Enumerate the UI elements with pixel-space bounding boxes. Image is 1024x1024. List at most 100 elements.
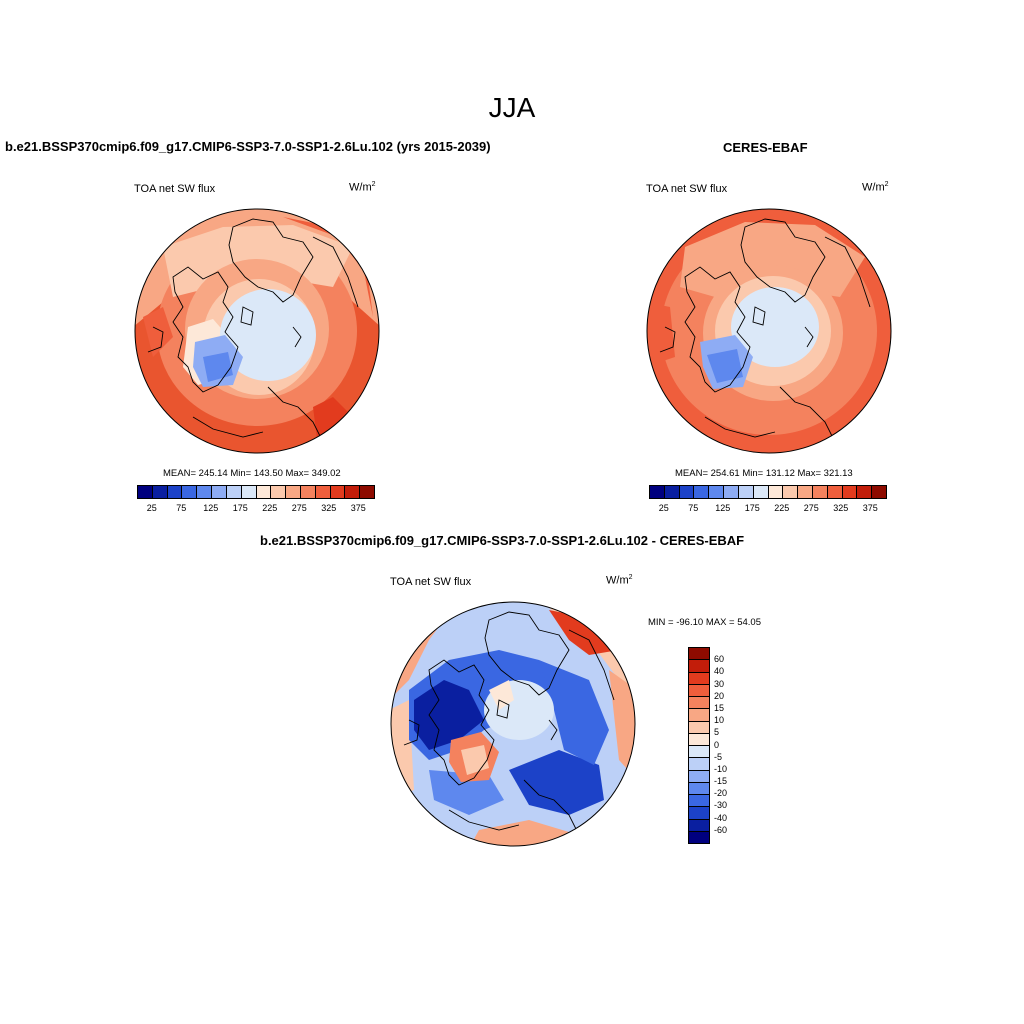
colorbar-swatch xyxy=(329,486,345,498)
colorbar-tick-label: 175 xyxy=(744,503,760,513)
obs-colorbar-ticks: 25 75 125 175 225 275 325 375 xyxy=(649,503,887,515)
colorbar-tick-label: -20 xyxy=(714,788,728,799)
colorbar-tick-label: 15 xyxy=(714,702,725,713)
colorbar-tick-label: 25 xyxy=(146,503,157,513)
colorbar-swatch xyxy=(767,486,783,498)
colorbar-swatch xyxy=(181,486,197,498)
colorbar-swatch xyxy=(196,486,212,498)
obs-stats: MEAN= 254.61 Min= 131.12 Max= 321.13 xyxy=(675,468,853,479)
colorbar-swatch xyxy=(650,486,664,498)
model-colorbar xyxy=(137,485,375,499)
diff-polar-map xyxy=(390,601,636,847)
colorbar-swatch xyxy=(138,486,152,498)
colorbar-swatch xyxy=(689,708,709,721)
colorbar-swatch xyxy=(299,486,315,498)
colorbar-swatch xyxy=(871,486,886,498)
colorbar-swatch xyxy=(689,769,709,782)
colorbar-swatch xyxy=(797,486,812,498)
colorbar-swatch xyxy=(723,486,738,498)
colorbar-swatch xyxy=(689,794,709,807)
colorbar-tick-label: 5 xyxy=(714,727,720,738)
colorbar-swatch xyxy=(737,486,753,498)
colorbar-swatch xyxy=(689,732,709,745)
colorbar-tick-label: 75 xyxy=(176,503,187,513)
colorbar-tick-label: 60 xyxy=(714,654,725,665)
obs-polar-map xyxy=(646,208,892,454)
colorbar-tick-label: 75 xyxy=(688,503,699,513)
diff-panel-title: b.e21.BSSP370cmip6.f09_g17.CMIP6-SSP3-7.… xyxy=(260,533,745,548)
diff-units-label: W/m2 xyxy=(606,574,633,587)
colorbar-tick-label: -15 xyxy=(714,776,728,787)
main-title: JJA xyxy=(488,92,536,123)
colorbar-tick-label: -40 xyxy=(714,812,728,823)
colorbar-tick-label: 40 xyxy=(714,666,725,677)
colorbar-swatch xyxy=(689,648,709,660)
model-variable-label: TOA net SW flux xyxy=(134,183,216,195)
colorbar-swatch xyxy=(689,696,709,709)
colorbar-tick-label: -10 xyxy=(714,763,728,774)
colorbar-swatch xyxy=(151,486,167,498)
colorbar-swatch xyxy=(285,486,300,498)
colorbar-swatch xyxy=(225,486,241,498)
colorbar-tick-label: 325 xyxy=(833,503,849,513)
colorbar-swatch xyxy=(689,671,709,684)
model-polar-map xyxy=(134,208,380,454)
colorbar-swatch xyxy=(689,757,709,770)
colorbar-swatch xyxy=(689,806,709,819)
colorbar-swatch xyxy=(270,486,286,498)
colorbar-swatch xyxy=(689,818,709,831)
obs-units-label: W/m2 xyxy=(862,181,889,194)
diff-colorbar-ticks: 60 40 30 20 15 10 5 0 -5 -10 -15 -20 -30 -40 -60 xyxy=(714,647,754,842)
colorbar-tick-label: 375 xyxy=(350,503,366,513)
diff-minmax: MIN = -96.10 MAX = 54.05 xyxy=(648,617,762,628)
colorbar-swatch xyxy=(689,683,709,696)
colorbar-tick-label: 225 xyxy=(774,503,790,513)
colorbar-tick-label: 175 xyxy=(232,503,248,513)
colorbar-swatch xyxy=(708,486,724,498)
colorbar-swatch xyxy=(255,486,271,498)
colorbar-tick-label: 375 xyxy=(862,503,878,513)
model-colorbar-ticks: 25 75 125 175 225 275 325 375 xyxy=(137,503,375,515)
colorbar-swatch xyxy=(752,486,768,498)
colorbar-tick-label: 325 xyxy=(321,503,337,513)
colorbar-tick-label: -60 xyxy=(714,824,728,835)
colorbar-tick-label: 125 xyxy=(715,503,731,513)
colorbar-tick-label: -30 xyxy=(714,800,728,811)
model-panel-title: b.e21.BSSP370cmip6.f09_g17.CMIP6-SSP3-7.… xyxy=(5,139,491,154)
colorbar-swatch xyxy=(166,486,182,498)
colorbar-swatch xyxy=(678,486,694,498)
model-units-label: W/m2 xyxy=(349,181,376,194)
colorbar-swatch xyxy=(689,830,709,843)
model-stats: MEAN= 245.14 Min= 143.50 Max= 349.02 xyxy=(163,468,341,479)
colorbar-tick-label: 125 xyxy=(203,503,219,513)
colorbar-tick-label: 275 xyxy=(291,503,307,513)
colorbar-swatch xyxy=(856,486,872,498)
colorbar-swatch xyxy=(689,720,709,733)
colorbar-swatch xyxy=(240,486,256,498)
colorbar-tick-label: 25 xyxy=(658,503,669,513)
colorbar-swatch xyxy=(693,486,709,498)
colorbar-tick-label: 20 xyxy=(714,690,725,701)
colorbar-swatch xyxy=(689,659,709,672)
colorbar-swatch xyxy=(811,486,827,498)
colorbar-swatch xyxy=(211,486,226,498)
colorbar-swatch xyxy=(782,486,798,498)
diff-variable-label: TOA net SW flux xyxy=(390,576,472,588)
colorbar-tick-label: -5 xyxy=(714,751,723,762)
colorbar-tick-label: 10 xyxy=(714,715,725,726)
colorbar-swatch xyxy=(689,745,709,758)
colorbar-swatch xyxy=(826,486,842,498)
obs-variable-label: TOA net SW flux xyxy=(646,183,728,195)
colorbar-tick-label: 275 xyxy=(803,503,819,513)
obs-panel-title: CERES-EBAF xyxy=(723,140,808,155)
colorbar-swatch xyxy=(344,486,360,498)
colorbar-swatch xyxy=(359,486,374,498)
obs-colorbar xyxy=(649,485,887,499)
colorbar-swatch xyxy=(314,486,330,498)
colorbar-tick-label: 30 xyxy=(714,678,725,689)
colorbar-swatch xyxy=(841,486,857,498)
colorbar-tick-label: 0 xyxy=(714,739,720,750)
colorbar-swatch xyxy=(663,486,679,498)
diff-colorbar xyxy=(688,647,710,844)
colorbar-tick-label: 225 xyxy=(262,503,278,513)
